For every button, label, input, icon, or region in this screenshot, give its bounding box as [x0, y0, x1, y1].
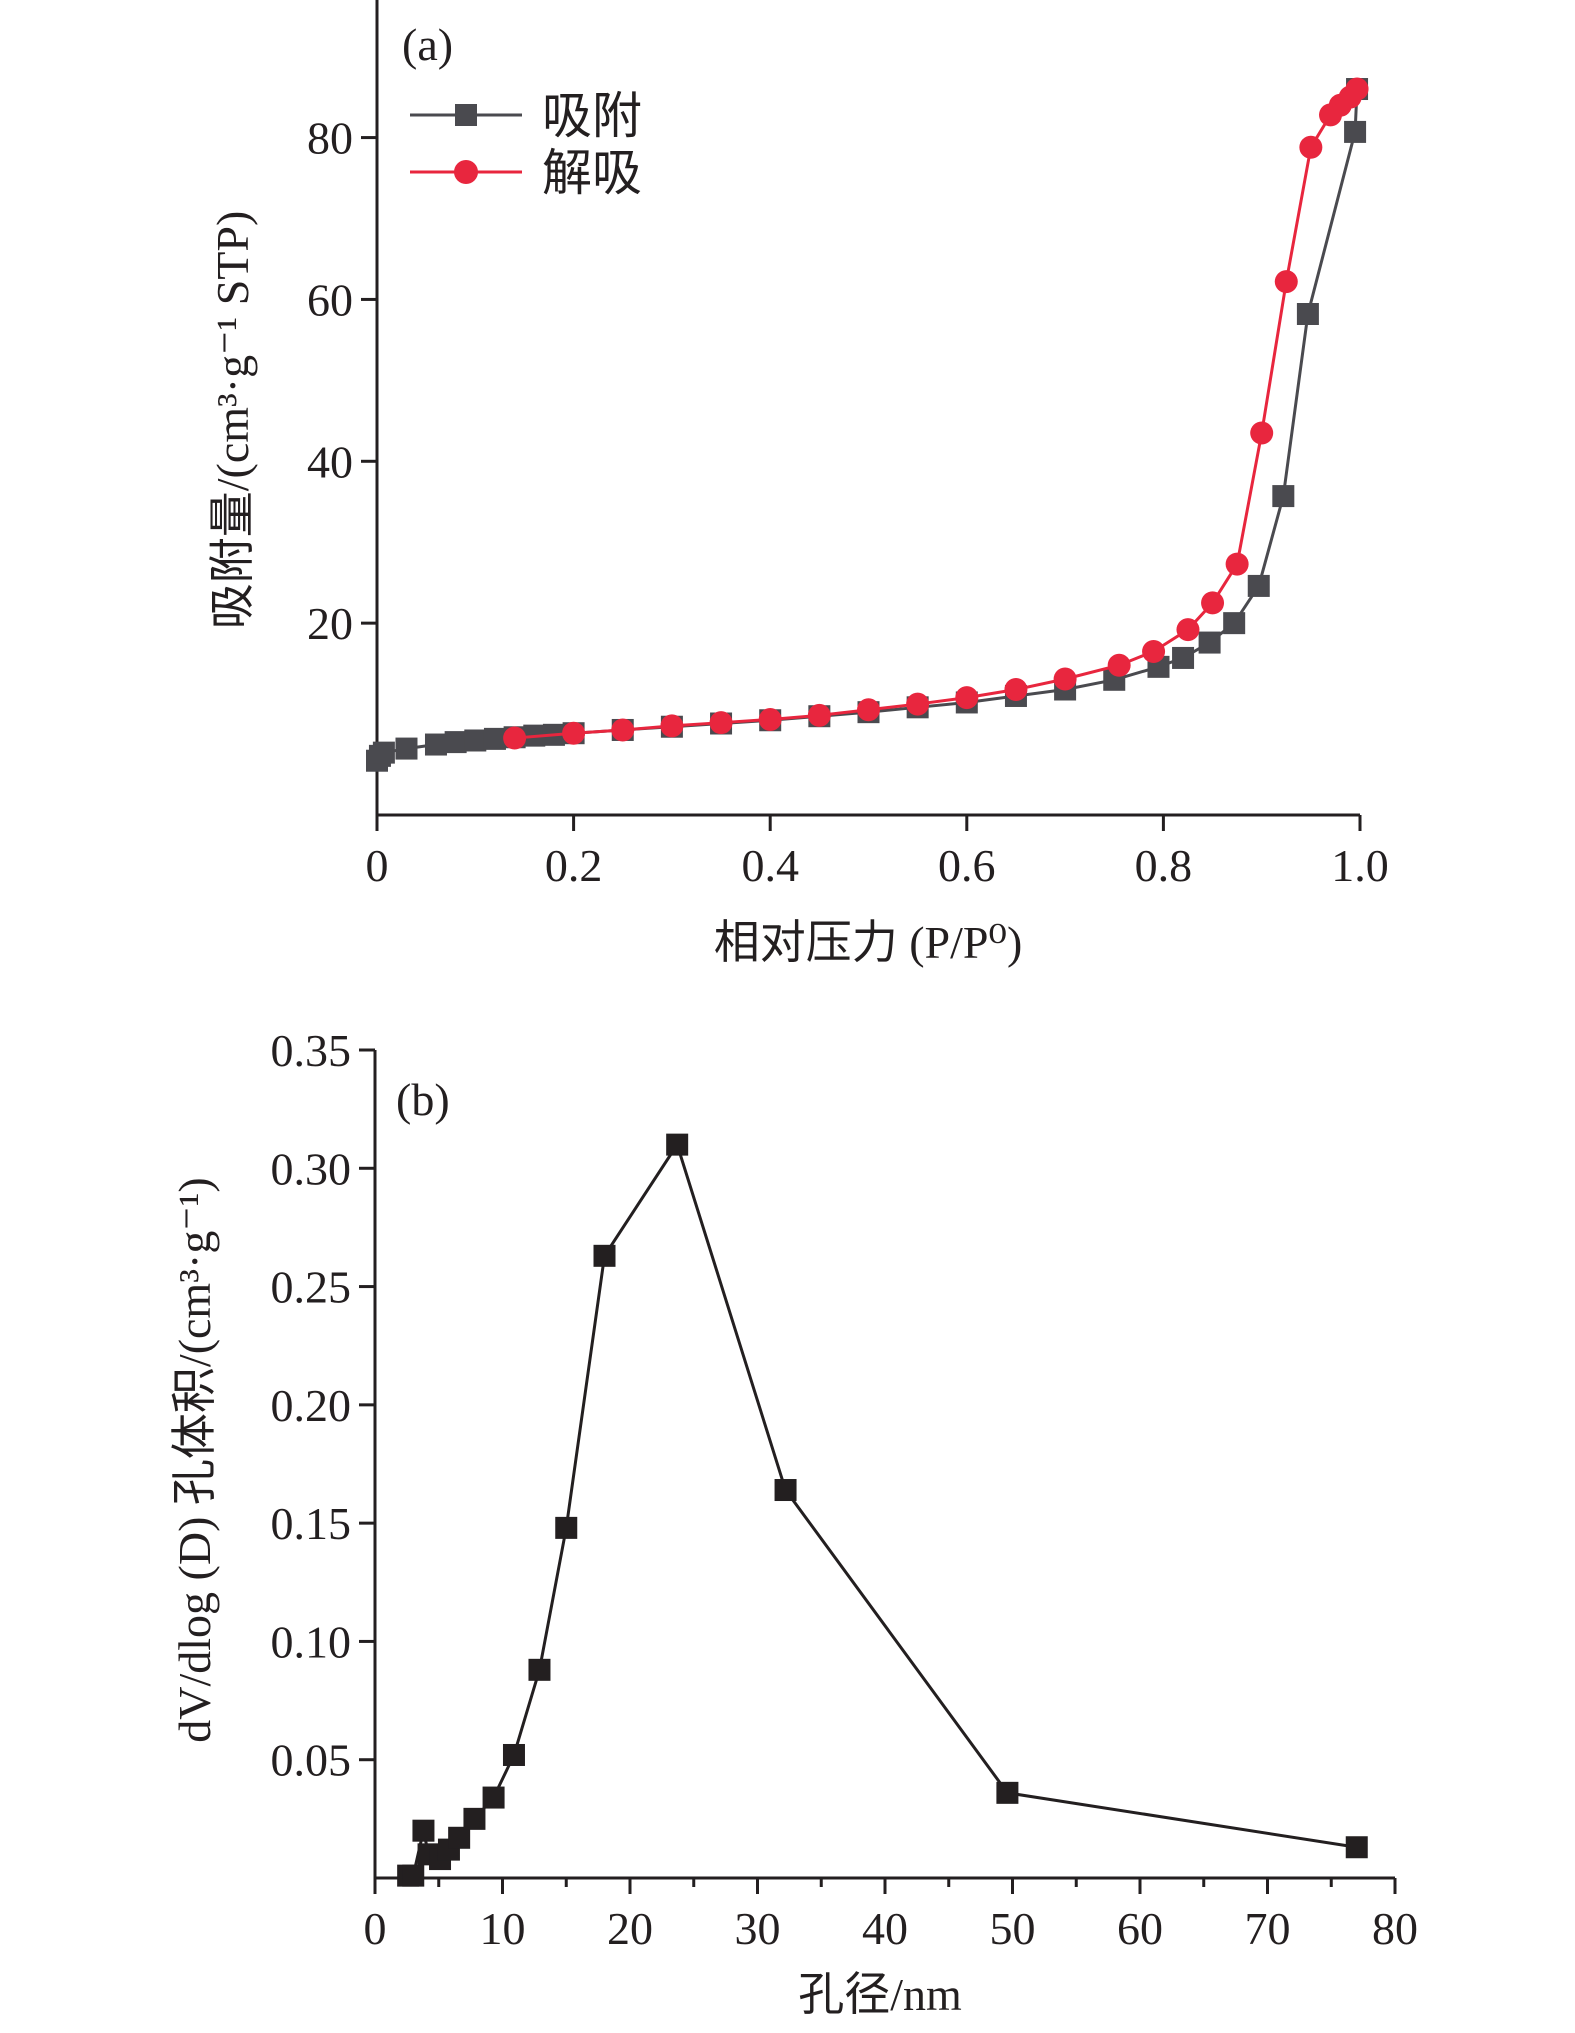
data-point-square	[774, 1479, 797, 1502]
data-point-square	[1247, 574, 1270, 597]
data-point-square	[1296, 303, 1319, 325]
legend-adsorption-label: 吸附	[542, 88, 642, 144]
x-tick-label: 50	[990, 1903, 1036, 1954]
legend-desorption-marker	[454, 160, 478, 184]
x-tick-label: 0	[366, 840, 389, 891]
series-line-0	[375, 88, 1359, 762]
x-tick-label: 40	[862, 1903, 908, 1954]
data-point-square	[1223, 612, 1246, 635]
data-point-circle	[1299, 135, 1323, 159]
data-point-circle	[906, 692, 930, 716]
data-point-square	[1345, 1836, 1368, 1859]
y-tick-label: 0.30	[271, 1143, 352, 1194]
data-point-square	[395, 737, 418, 760]
data-point-circle	[758, 707, 782, 731]
data-point-square	[555, 1516, 578, 1539]
chart-a-y-axis-title: 吸附量/(cm³·g⁻¹ STP)	[207, 211, 258, 630]
chart-b-series	[397, 1133, 1368, 1887]
data-point-circle	[1107, 653, 1131, 677]
series-line	[408, 1141, 1357, 1878]
data-point-square	[593, 1244, 616, 1267]
y-tick-label: 80	[307, 113, 353, 164]
data-point-circle	[1250, 421, 1274, 445]
data-point-square	[463, 1807, 486, 1830]
data-point-square	[528, 1658, 551, 1681]
x-tick-label: 80	[1372, 1903, 1418, 1954]
x-tick-label: 20	[607, 1903, 653, 1954]
chart-b-ticks: 0 10 20 30 40 50 60 70 80 0.05 0.10 0.15 0.20 0.25 0.3…	[271, 1025, 1419, 1954]
legend-desorption-label: 解吸	[542, 145, 642, 201]
data-point-square	[372, 741, 395, 764]
data-point-square	[502, 1743, 525, 1766]
y-tick-label: 0.15	[271, 1498, 352, 1549]
chart-b-x-axis-title: 孔径/nm	[798, 1969, 962, 2020]
data-point-square	[448, 1826, 471, 1849]
data-point-square	[412, 1819, 435, 1842]
data-point-circle	[857, 698, 880, 722]
x-tick-label: 60	[1117, 1903, 1163, 1954]
x-tick-label: 0.4	[741, 840, 799, 891]
data-point-square	[1272, 485, 1295, 508]
chart-a-panel-label: (a)	[402, 19, 453, 70]
chart-a-ticks: 0 0.2 0.4 0.6 0.8 1.0 20 40 60 80	[307, 113, 1389, 891]
data-point-square	[424, 733, 447, 756]
data-point-square	[464, 729, 487, 752]
data-point-circle	[1053, 667, 1077, 691]
x-tick-label: 70	[1245, 1903, 1291, 1954]
chart-b-axes	[373, 1050, 1395, 1880]
chart-b-y-axis-title: dV/dlog (D) 孔体积/(cm³·g⁻¹)	[169, 1177, 220, 1742]
data-point-circle	[562, 721, 586, 745]
data-point-circle	[1319, 103, 1343, 127]
data-point-circle	[807, 703, 831, 727]
chart-b-panel-label: (b)	[396, 1074, 450, 1125]
chart-a-series	[366, 77, 1369, 772]
data-point-circle	[709, 711, 733, 735]
data-point-circle	[1004, 678, 1028, 702]
data-point-square	[1198, 631, 1221, 654]
x-tick-label: 0.6	[938, 840, 996, 891]
pore-size-distribution-chart: 0 10 20 30 40 50 60 70 80 0.05 0.10 0.15 0.20 0.25 0.3…	[169, 1025, 1418, 2020]
data-point-circle	[1142, 639, 1166, 663]
x-tick-label: 10	[480, 1903, 526, 1954]
y-tick-label: 0.25	[271, 1262, 352, 1313]
data-point-square	[402, 1864, 425, 1887]
y-tick-label: 40	[307, 436, 353, 487]
x-tick-label: 1.0	[1331, 840, 1389, 891]
y-tick-label: 0.20	[271, 1380, 352, 1431]
data-point-circle	[660, 714, 684, 738]
x-tick-label: 30	[735, 1903, 781, 1954]
data-point-square	[483, 727, 506, 750]
data-point-circle	[1225, 552, 1249, 576]
data-point-square	[444, 731, 467, 754]
data-point-circle	[1176, 618, 1200, 642]
x-tick-label: 0.8	[1135, 840, 1193, 891]
y-tick-label: 0.05	[271, 1735, 352, 1786]
data-point-circle	[611, 718, 635, 742]
chart-a-axes	[375, 0, 1360, 817]
data-point-circle	[1274, 270, 1298, 294]
y-tick-label: 20	[307, 598, 353, 649]
y-tick-label: 60	[307, 274, 353, 325]
data-point-circle	[955, 686, 979, 710]
data-point-square	[1344, 120, 1367, 143]
chart-a-legend: 吸附 解吸	[410, 88, 642, 201]
y-tick-label: 0.35	[271, 1025, 352, 1076]
data-point-square	[996, 1781, 1019, 1804]
data-point-square	[1172, 646, 1195, 669]
y-tick-label: 0.10	[271, 1616, 352, 1667]
x-tick-label: 0	[364, 1903, 387, 1954]
data-point-circle	[503, 726, 527, 750]
chart-a-x-axis-title: 相对压力 (P/P⁰)	[714, 917, 1023, 968]
data-point-square	[666, 1133, 689, 1156]
adsorption-isotherm-chart: 0 0.2 0.4 0.6 0.8 1.0 20 40 60 80 (a) 相对压力 (P/P⁰)…	[207, 0, 1389, 968]
data-point-circle	[1201, 591, 1225, 615]
legend-adsorption-marker	[455, 104, 477, 126]
x-tick-label: 0.2	[545, 840, 603, 891]
data-point-square	[482, 1786, 505, 1809]
